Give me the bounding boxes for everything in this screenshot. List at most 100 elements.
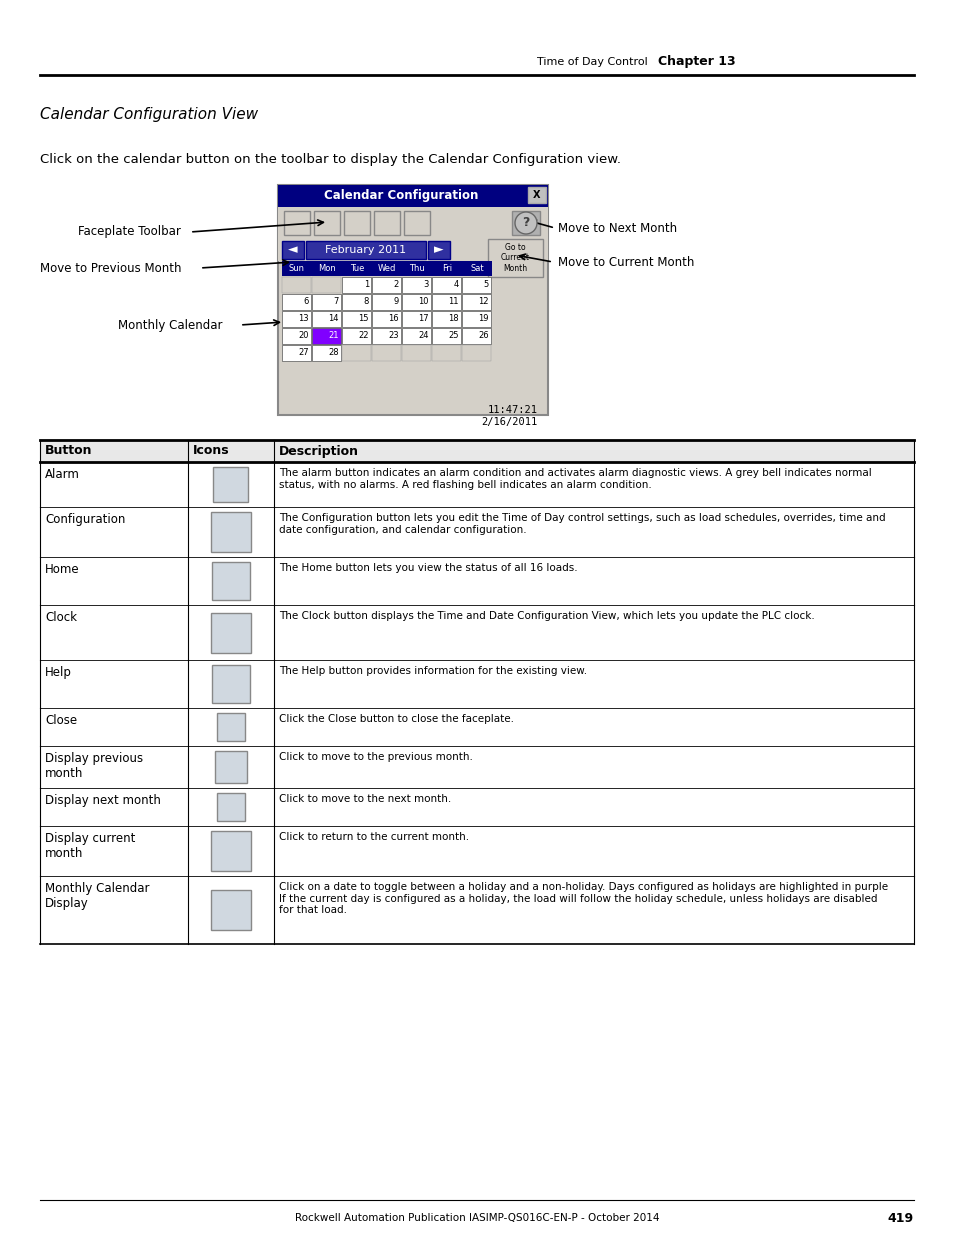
- Bar: [312, 294, 340, 310]
- Text: Calendar Configuration View: Calendar Configuration View: [40, 107, 258, 122]
- Text: Calendar Configuration: Calendar Configuration: [323, 189, 477, 203]
- Bar: [312, 345, 340, 361]
- Bar: [341, 277, 371, 293]
- Bar: [306, 241, 426, 259]
- Text: Move to Current Month: Move to Current Month: [558, 256, 694, 268]
- Text: Icons: Icons: [193, 445, 230, 457]
- Bar: [341, 345, 371, 361]
- Text: Monthly Calendar: Monthly Calendar: [118, 319, 222, 331]
- Bar: [403, 211, 430, 235]
- Text: 14: 14: [328, 314, 338, 324]
- Text: Mon: Mon: [317, 264, 335, 273]
- Bar: [401, 329, 431, 345]
- Text: 8: 8: [363, 296, 369, 306]
- Text: Home: Home: [45, 563, 79, 576]
- Bar: [277, 185, 547, 415]
- Text: Sun: Sun: [289, 264, 305, 273]
- Text: Display current
month: Display current month: [45, 832, 135, 860]
- Text: Description: Description: [278, 445, 358, 457]
- Bar: [277, 185, 547, 207]
- Bar: [461, 277, 491, 293]
- Bar: [282, 345, 311, 361]
- Text: The Configuration button lets you edit the Time of Day control settings, such as: The Configuration button lets you edit t…: [278, 513, 884, 535]
- Bar: [282, 277, 311, 293]
- Text: 6: 6: [303, 296, 309, 306]
- Text: 3: 3: [423, 280, 429, 289]
- Text: Fri: Fri: [441, 264, 452, 273]
- Bar: [212, 664, 250, 703]
- Bar: [432, 294, 460, 310]
- Bar: [432, 311, 460, 327]
- Bar: [432, 345, 460, 361]
- Text: 21: 21: [328, 331, 338, 340]
- Text: Configuration: Configuration: [45, 513, 125, 526]
- Bar: [432, 329, 460, 345]
- Bar: [282, 261, 492, 275]
- Bar: [282, 241, 304, 259]
- Text: Move to Previous Month: Move to Previous Month: [40, 262, 181, 274]
- Text: Time of Day Control: Time of Day Control: [537, 57, 647, 67]
- Text: 419: 419: [887, 1212, 913, 1224]
- Text: 16: 16: [388, 314, 398, 324]
- Bar: [212, 562, 250, 600]
- Bar: [372, 294, 400, 310]
- Text: 5: 5: [483, 280, 489, 289]
- Bar: [488, 240, 542, 277]
- Text: ►: ►: [434, 243, 443, 257]
- Text: 10: 10: [418, 296, 429, 306]
- Text: The Home button lets you view the status of all 16 loads.: The Home button lets you view the status…: [278, 563, 577, 573]
- Bar: [284, 211, 310, 235]
- Text: 27: 27: [298, 348, 309, 357]
- Bar: [401, 294, 431, 310]
- Bar: [312, 277, 340, 293]
- Bar: [372, 345, 400, 361]
- Text: 11:47:21
2/16/2011: 11:47:21 2/16/2011: [481, 405, 537, 426]
- Text: 24: 24: [418, 331, 429, 340]
- Bar: [372, 311, 400, 327]
- Bar: [374, 211, 399, 235]
- Text: Rockwell Automation Publication IASIMP-QS016C-EN-P - October 2014: Rockwell Automation Publication IASIMP-Q…: [294, 1213, 659, 1223]
- Text: Close: Close: [45, 714, 77, 727]
- Text: 25: 25: [448, 331, 458, 340]
- Text: The Help button provides information for the existing view.: The Help button provides information for…: [278, 666, 586, 676]
- Bar: [312, 329, 340, 345]
- Text: 18: 18: [448, 314, 458, 324]
- Text: X: X: [533, 190, 540, 200]
- Circle shape: [515, 212, 537, 233]
- Text: Thu: Thu: [409, 264, 424, 273]
- Text: 26: 26: [477, 331, 489, 340]
- Text: 11: 11: [448, 296, 458, 306]
- Text: ◄: ◄: [288, 243, 297, 257]
- Text: Chapter 13: Chapter 13: [658, 56, 735, 68]
- Bar: [341, 311, 371, 327]
- Bar: [312, 311, 340, 327]
- Text: February 2011: February 2011: [325, 245, 406, 254]
- Text: The Clock button displays the Time and Date Configuration View, which lets you u: The Clock button displays the Time and D…: [278, 611, 814, 621]
- Bar: [216, 793, 245, 821]
- Bar: [211, 831, 251, 871]
- Text: 4: 4: [454, 280, 458, 289]
- Text: Click on the calendar button on the toolbar to display the Calendar Configuratio: Click on the calendar button on the tool…: [40, 153, 620, 167]
- Text: Monthly Calendar
Display: Monthly Calendar Display: [45, 882, 150, 910]
- Bar: [372, 329, 400, 345]
- Text: Tue: Tue: [350, 264, 364, 273]
- Text: Click to move to the previous month.: Click to move to the previous month.: [278, 752, 473, 762]
- Bar: [214, 751, 247, 783]
- Text: 19: 19: [478, 314, 489, 324]
- Text: 1: 1: [363, 280, 369, 289]
- Bar: [341, 329, 371, 345]
- Bar: [341, 294, 371, 310]
- Text: Click the Close button to close the faceplate.: Click the Close button to close the face…: [278, 714, 514, 724]
- Text: Display next month: Display next month: [45, 794, 161, 806]
- Text: 20: 20: [298, 331, 309, 340]
- Bar: [461, 329, 491, 345]
- Bar: [401, 311, 431, 327]
- Bar: [401, 345, 431, 361]
- Text: 22: 22: [358, 331, 369, 340]
- Text: 2: 2: [394, 280, 398, 289]
- Bar: [461, 311, 491, 327]
- Text: Clock: Clock: [45, 611, 77, 624]
- Text: Click on a date to toggle between a holiday and a non-holiday. Days configured a: Click on a date to toggle between a holi…: [278, 882, 887, 915]
- Bar: [282, 311, 311, 327]
- Text: Faceplate Toolbar: Faceplate Toolbar: [78, 226, 181, 238]
